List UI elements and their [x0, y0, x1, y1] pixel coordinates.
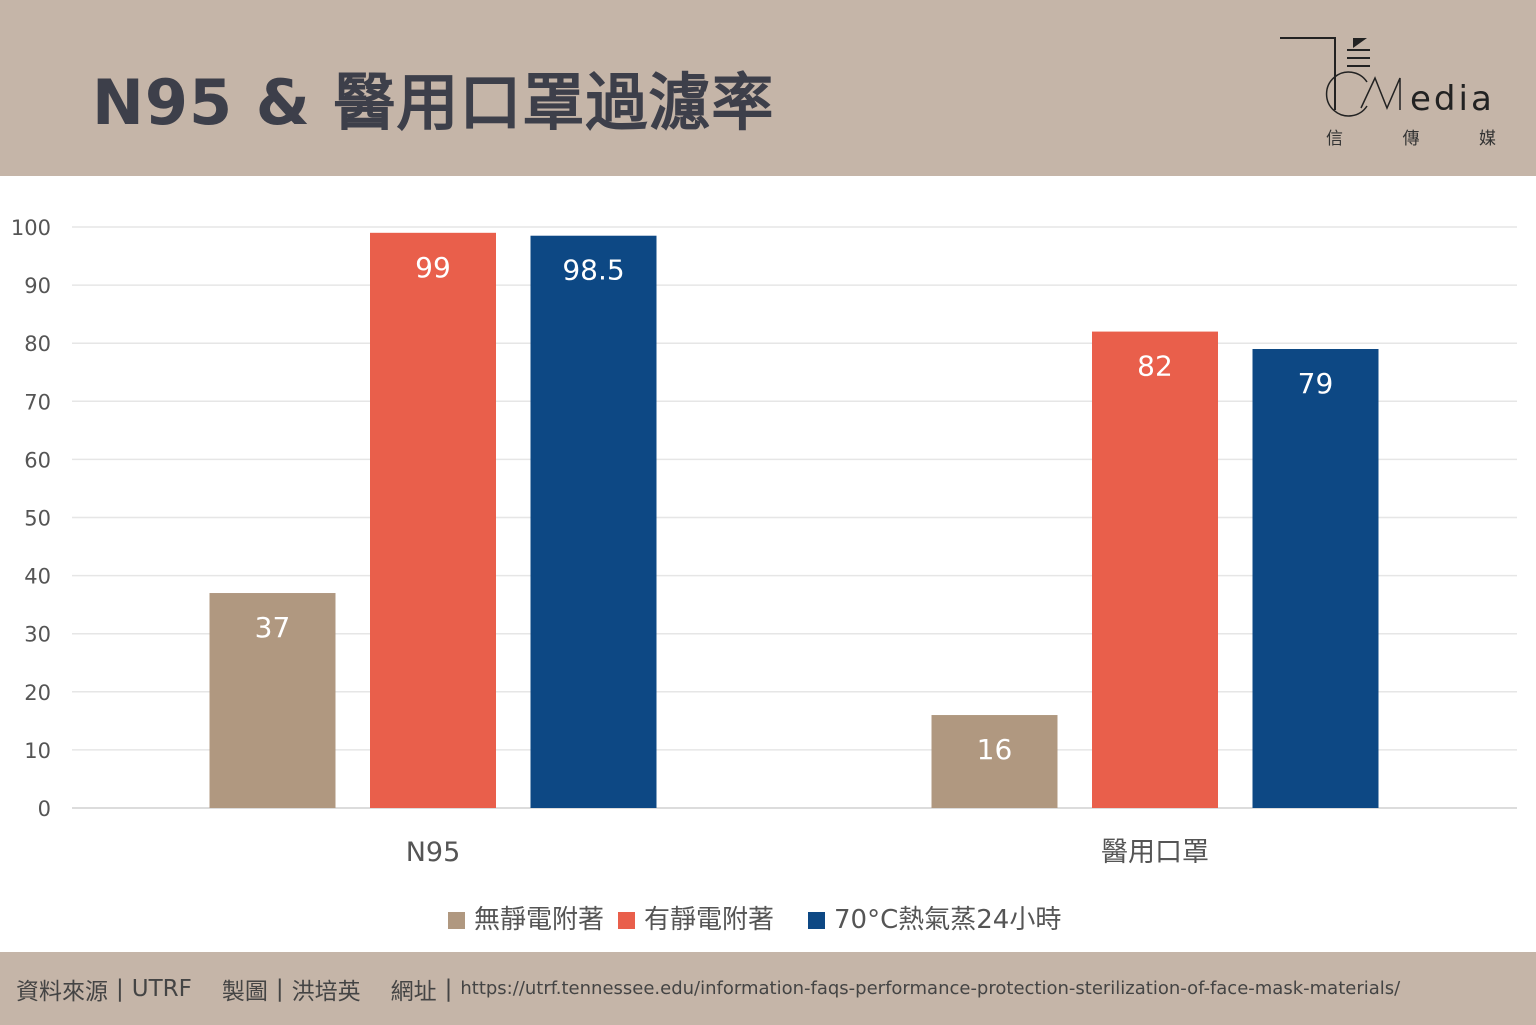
- source-value: UTRF: [131, 975, 192, 1002]
- data-label: 98.5: [562, 254, 624, 287]
- legend-swatch: [448, 912, 465, 929]
- legend-label: 有靜電附著: [644, 905, 774, 935]
- x-tick-label: N95: [406, 837, 461, 868]
- bar-chart: 0 10 20 30 40 50 60 70 80 90 100 37 99 98.5 N95 16 82 79 醫…: [11, 216, 1517, 935]
- source-label: 資料來源: [16, 978, 108, 1005]
- y-tick-label: 10: [24, 739, 51, 763]
- legend-swatch: [618, 912, 635, 929]
- bar: [530, 235, 657, 809]
- author-label: 製圖: [221, 978, 268, 1005]
- data-label: 99: [415, 251, 451, 284]
- source-url[interactable]: https://utrf.tennessee.edu/information-f…: [460, 978, 1401, 999]
- divider: |: [275, 975, 284, 1002]
- logo-char: 媒: [1479, 129, 1496, 149]
- y-tick-label: 60: [24, 448, 51, 472]
- logo-char: 信: [1326, 129, 1343, 149]
- bar: [1252, 349, 1379, 808]
- y-tick-label: 90: [24, 274, 51, 298]
- data-label: 82: [1137, 350, 1173, 383]
- legend-swatch: [808, 912, 825, 929]
- data-label: 37: [255, 611, 291, 644]
- data-label: 79: [1298, 367, 1334, 400]
- y-tick-label: 40: [24, 565, 51, 589]
- logo-char: 傳: [1402, 129, 1420, 149]
- legend-label: 無靜電附著: [474, 905, 604, 935]
- y-tick-label: 50: [24, 507, 51, 531]
- divider: |: [116, 975, 124, 1002]
- bar: [931, 715, 1058, 808]
- bar: [370, 232, 496, 808]
- footer: 資料來源 | UTRF 製圖 | 洪培英 網址 | https://utrf.tenness…: [0, 952, 1536, 1025]
- bar: [1092, 331, 1218, 808]
- svg-text:edia: edia: [1410, 79, 1495, 119]
- url-label: 網址: [390, 978, 437, 1005]
- y-tick-label: 100: [11, 216, 51, 240]
- divider: |: [444, 975, 453, 1002]
- y-tick-label: 30: [24, 623, 51, 647]
- y-tick-label: 0: [38, 797, 51, 821]
- bar: [209, 593, 336, 808]
- logo-subtitle: 信 傳 媒: [1326, 124, 1496, 149]
- x-tick-label: 醫用口罩: [1101, 837, 1209, 868]
- y-tick-label: 80: [24, 332, 51, 356]
- author-value: 洪培英: [291, 978, 361, 1005]
- data-label: 16: [977, 733, 1013, 766]
- header: N95 & 醫用口罩過濾率 edia 信 傳 媒: [0, 0, 1536, 176]
- y-tick-label: 20: [24, 681, 51, 705]
- brand-logo: edia: [1280, 37, 1495, 119]
- page-title: N95 & 醫用口罩過濾率: [92, 66, 775, 139]
- legend-label: 70°C熱氣蒸24小時: [834, 905, 1061, 935]
- y-tick-label: 70: [24, 390, 51, 414]
